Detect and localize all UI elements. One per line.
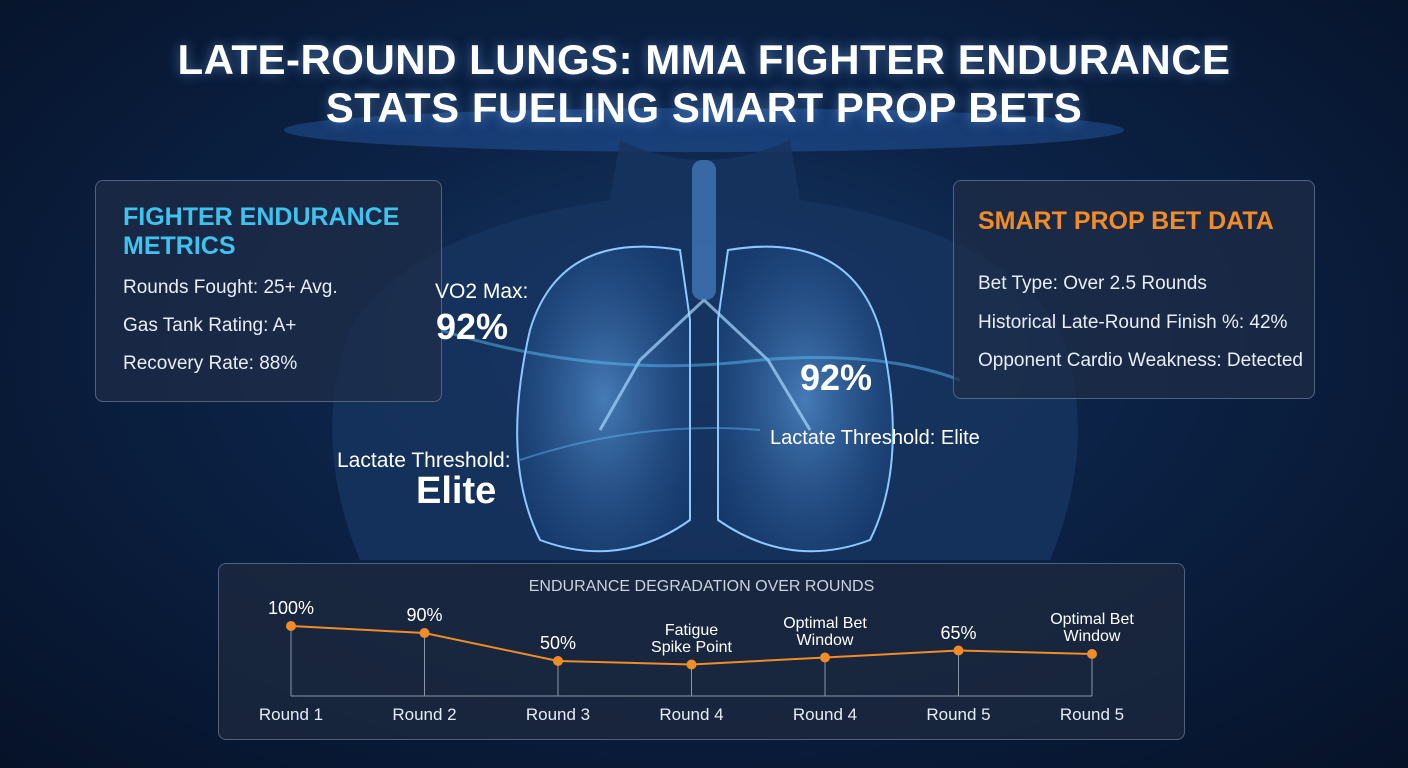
- chart-title: ENDURANCE DEGRADATION OVER ROUNDS: [528, 578, 875, 595]
- panel-item: Bet Type: Over 2.5 Rounds: [978, 273, 1207, 294]
- chart-panel: ENDURANCE DEGRADATION OVER ROUNDS 100% 90…: [218, 563, 1185, 740]
- callout-value: 92%: [436, 306, 509, 347]
- title: STATS FUELING SMART PROP BETS: [325, 84, 1083, 131]
- panel-item: Historical Late-Round Finish %: 42%: [978, 312, 1288, 333]
- panel-title: FIGHTER ENDURANCE METRICS: [123, 203, 400, 260]
- x-tick-label: Round 5: [1059, 705, 1125, 724]
- x-tick-label: Round 4: [792, 705, 858, 724]
- data-label: 90%: [406, 605, 443, 625]
- data-point: [1087, 649, 1097, 659]
- x-tick-label: Round 1: [258, 705, 324, 724]
- title: LATE-ROUND LUNGS: MMA FIGHTER ENDURANCE: [177, 36, 1231, 83]
- left-panel: FIGHTER ENDURANCE METRICS Rounds Fought:…: [95, 180, 442, 402]
- data-point: [286, 621, 296, 631]
- x-tick-label: Round 5: [926, 705, 991, 724]
- callout-value: 92%: [800, 357, 873, 398]
- panel-item: Opponent Cardio Weakness: Detected: [978, 350, 1303, 371]
- callout-label: VO2 Max:: [435, 280, 529, 303]
- panel-item: Recovery Rate: 88%: [123, 353, 298, 374]
- panel-item: Rounds Fought: 25+ Avg.: [123, 277, 338, 298]
- x-tick-label: Round 2: [392, 705, 457, 724]
- data-label: Optimal Bet Window: [783, 614, 867, 649]
- right-panel: SMART PROP BET DATA Bet Type: Over 2.5 R…: [953, 180, 1315, 399]
- panel-item: Gas Tank Rating: A+: [123, 315, 297, 336]
- callout-value: Elite: [416, 470, 497, 512]
- data-label: Optimal Bet Window: [1050, 611, 1134, 645]
- data-point: [953, 645, 964, 656]
- data-label: Fatigue Spike Point: [651, 621, 732, 656]
- data-point: [820, 652, 830, 663]
- data-point: [553, 656, 563, 666]
- data-label: 100%: [267, 598, 315, 618]
- callout-label: Lactate Threshold: Elite: [770, 427, 980, 449]
- data-point: [419, 628, 430, 638]
- data-label: 65%: [940, 622, 977, 643]
- callout-label: Lactate Threshold:: [337, 449, 511, 472]
- panel-title: SMART PROP BET DATA: [978, 207, 1274, 235]
- x-tick-label: Round 4: [659, 705, 724, 724]
- data-label: 50%: [539, 633, 577, 653]
- chart: [286, 621, 1097, 697]
- x-tick-label: Round 3: [525, 705, 591, 724]
- data-point: [686, 659, 697, 670]
